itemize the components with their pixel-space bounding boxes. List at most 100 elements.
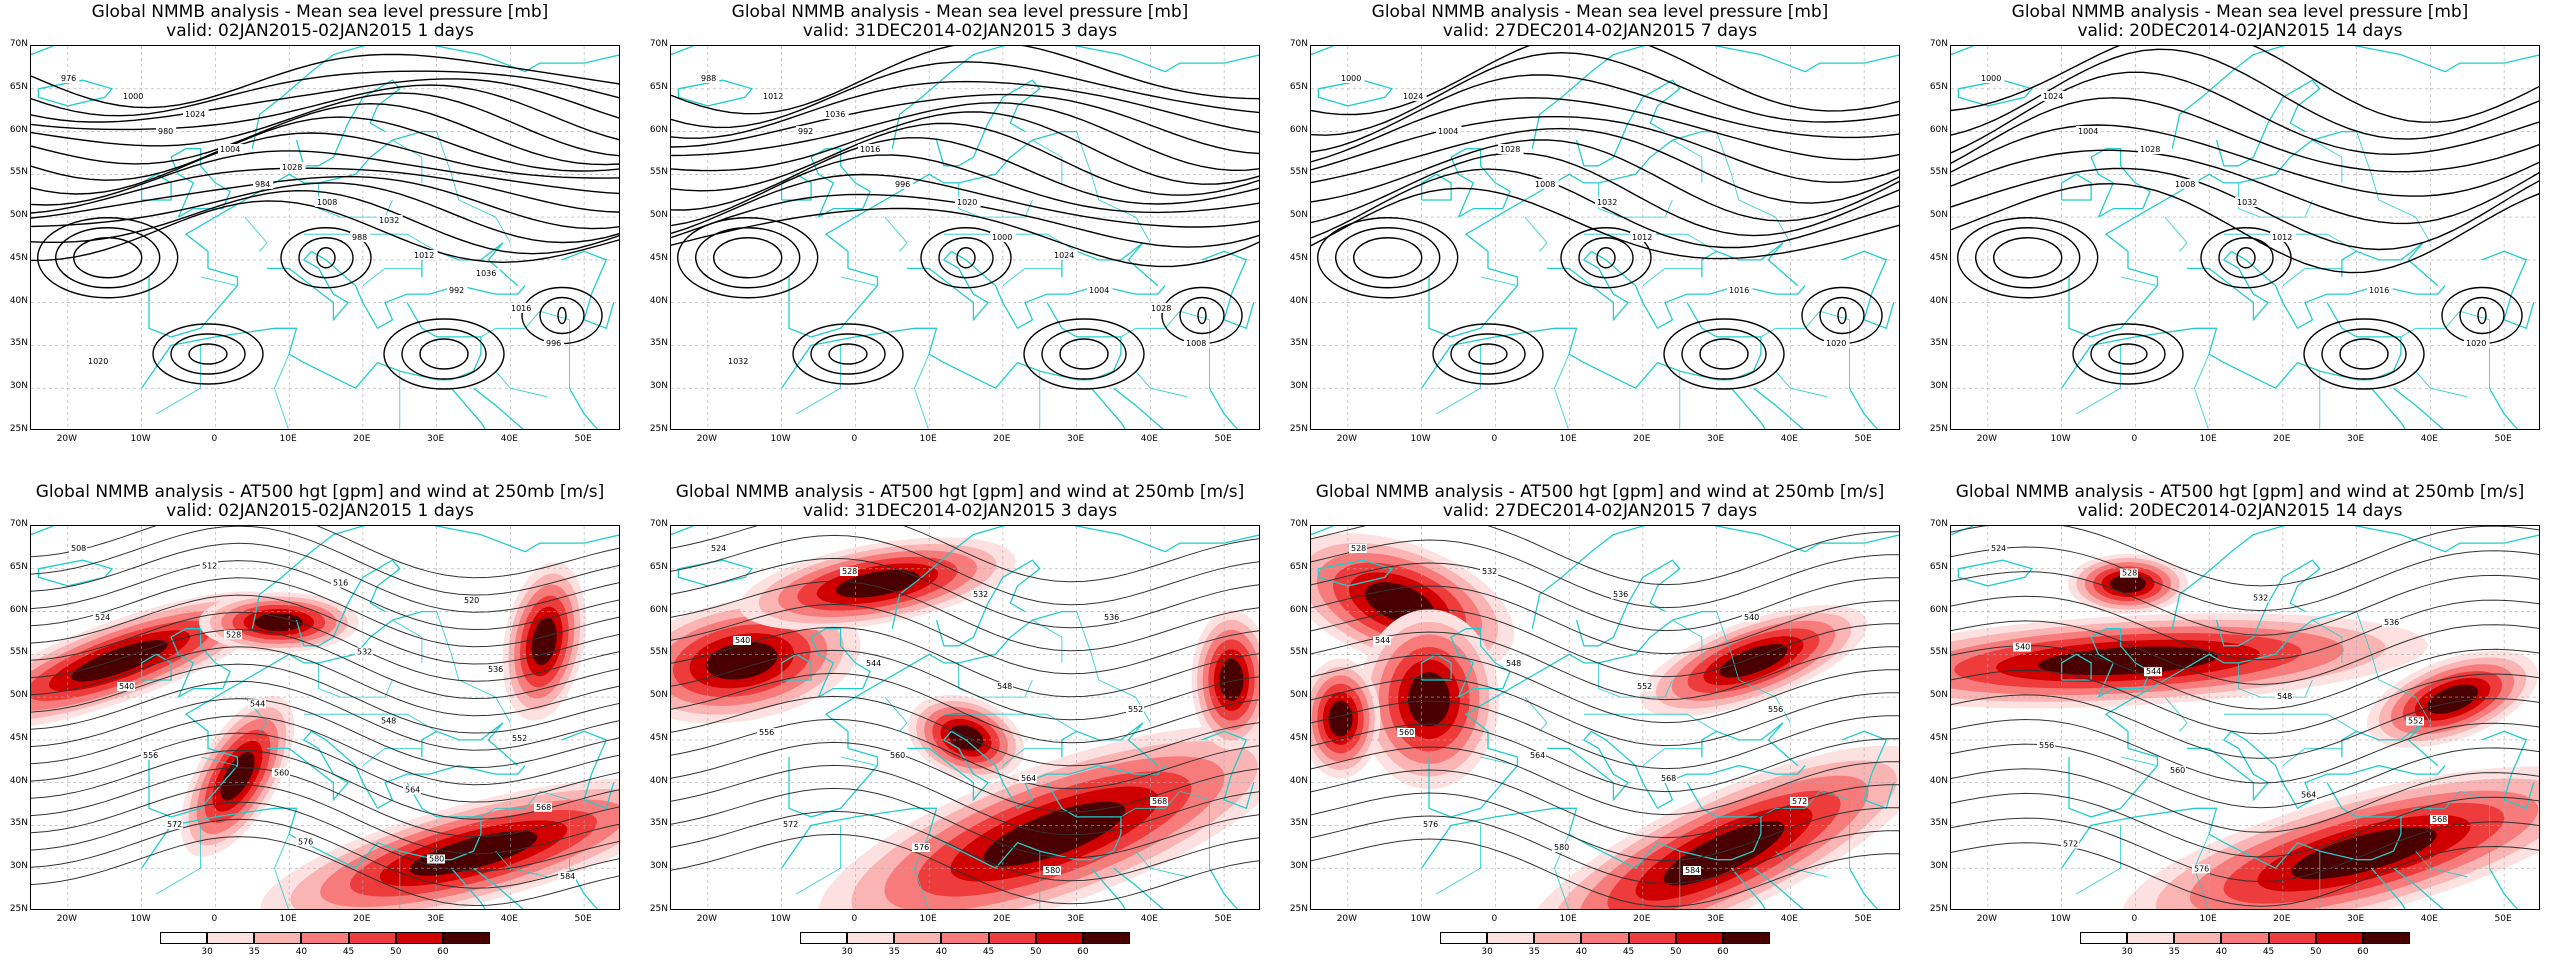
isobar-label: 980 <box>158 127 173 136</box>
isobar-label: 1024 <box>1403 92 1423 101</box>
coastline <box>2090 148 2151 218</box>
coastline <box>950 250 1166 330</box>
label-box <box>200 561 218 571</box>
border <box>2415 850 2468 878</box>
label-box <box>2192 864 2210 874</box>
isobar-label: 1028 <box>2140 145 2160 154</box>
label-box <box>1150 797 1168 806</box>
border <box>2312 619 2343 663</box>
longitude-label: 30E <box>1707 914 1725 924</box>
border <box>392 619 423 663</box>
longitude-label: 50E <box>1854 434 1872 444</box>
label-box <box>2013 642 2031 652</box>
isobar-labels: 1000 1004 1008 1012 1016 1020 1024 1028 1032 <box>1339 73 1850 348</box>
height-label: 548 <box>1506 659 1521 668</box>
border <box>2120 276 2158 286</box>
isobar-label: 1020 <box>88 357 108 366</box>
wind-band <box>254 613 303 632</box>
coastline <box>450 867 486 909</box>
coastline <box>2171 526 2357 629</box>
wind-band <box>2426 684 2479 714</box>
coastline <box>2370 387 2406 429</box>
latitude-label: 40N <box>9 295 28 306</box>
isobar <box>1311 127 1899 204</box>
longitude-label: 10W <box>1410 914 1431 924</box>
height-contour <box>1311 792 1899 862</box>
height-contour <box>1311 608 1899 678</box>
colorbar-label: 35 <box>2168 947 2180 957</box>
isobar-closed <box>1801 286 1883 345</box>
label-box <box>2168 765 2186 775</box>
border <box>2076 345 2121 415</box>
coastline <box>2481 250 2535 330</box>
colorbar-cell <box>301 932 349 944</box>
latitude-label: 65N <box>1289 81 1308 92</box>
latitude-label: 65N <box>9 81 28 92</box>
border <box>1179 310 1210 389</box>
coastline <box>891 526 1077 629</box>
height-contour <box>1311 677 1899 747</box>
coastline <box>2356 46 2539 73</box>
longitude-label: 20W <box>56 914 78 924</box>
longitude-label: 10E <box>279 914 297 924</box>
latitude-label: 35N <box>649 338 668 349</box>
colorbar-cell <box>1440 932 1488 944</box>
border <box>1002 748 1062 766</box>
isobars <box>31 53 619 390</box>
label-box <box>121 91 147 101</box>
coastline <box>1201 250 1255 330</box>
colorbar-cell <box>941 932 989 944</box>
height-contour <box>671 764 1259 836</box>
coastlines <box>1951 46 2539 429</box>
isobar-label: 1020 <box>957 198 977 207</box>
height-contour <box>31 818 619 889</box>
latitude-label: 25N <box>9 424 28 434</box>
height-label: 528 <box>226 630 241 639</box>
longitude-label: 50E <box>1214 914 1232 924</box>
isobar-labels: 1000 1004 1008 1012 1016 1020 1024 1028 1032 <box>1979 73 2490 348</box>
wind-band <box>2110 574 2146 593</box>
height-label: 524 <box>1991 544 2006 553</box>
isobar <box>671 101 1259 172</box>
label-box <box>1019 774 1037 783</box>
label-box <box>534 802 552 812</box>
isobar <box>1311 116 1899 183</box>
isobar-label: 1008 <box>1535 180 1555 189</box>
latitude-label: 70N <box>1289 39 1308 49</box>
height-label: 544 <box>866 659 881 668</box>
coastline <box>2060 653 2092 681</box>
isobar-closed <box>401 328 487 380</box>
latitude-label: 40N <box>9 775 28 786</box>
longitude-label: 10W <box>770 434 791 444</box>
latitude-label: 70N <box>1929 39 1948 49</box>
isobar-label: 1008 <box>2175 180 2195 189</box>
latitude-label: 45N <box>1929 732 1948 743</box>
label-box <box>2251 593 2269 603</box>
coastline <box>1317 559 1394 587</box>
longitude-label: 20E <box>993 914 1011 924</box>
label-box <box>59 73 80 83</box>
isobar-label: 1024 <box>1054 251 1074 260</box>
label-box <box>486 664 504 674</box>
height-label: 544 <box>1375 636 1390 645</box>
label-box <box>510 733 528 743</box>
longitude-label: 30E <box>1067 434 1085 444</box>
latitude-label: 45N <box>1289 252 1308 263</box>
coastline <box>148 130 437 338</box>
height-label: 568 <box>536 803 551 812</box>
height-contour <box>31 594 619 665</box>
height-label: 572 <box>167 820 182 829</box>
map-frame: 1000 1004 1008 1012 1016 1020 1024 1028 1032 <box>1950 45 2540 430</box>
height-contour <box>1311 562 1899 632</box>
panel-title: Global NMMB analysis - AT500 hgt [gpm] a… <box>1315 482 1885 502</box>
coastline <box>1317 79 1394 107</box>
isobar <box>31 200 619 264</box>
label-box <box>2076 126 2102 136</box>
isobar-label: 1016 <box>2369 286 2389 295</box>
coastline <box>1701 242 1799 287</box>
height-label: 584 <box>1685 866 1700 875</box>
colorbar-label: 40 <box>935 947 948 957</box>
height-label: 548 <box>997 682 1012 691</box>
isobar <box>671 93 1259 155</box>
colorbar-label: 45 <box>342 947 355 957</box>
